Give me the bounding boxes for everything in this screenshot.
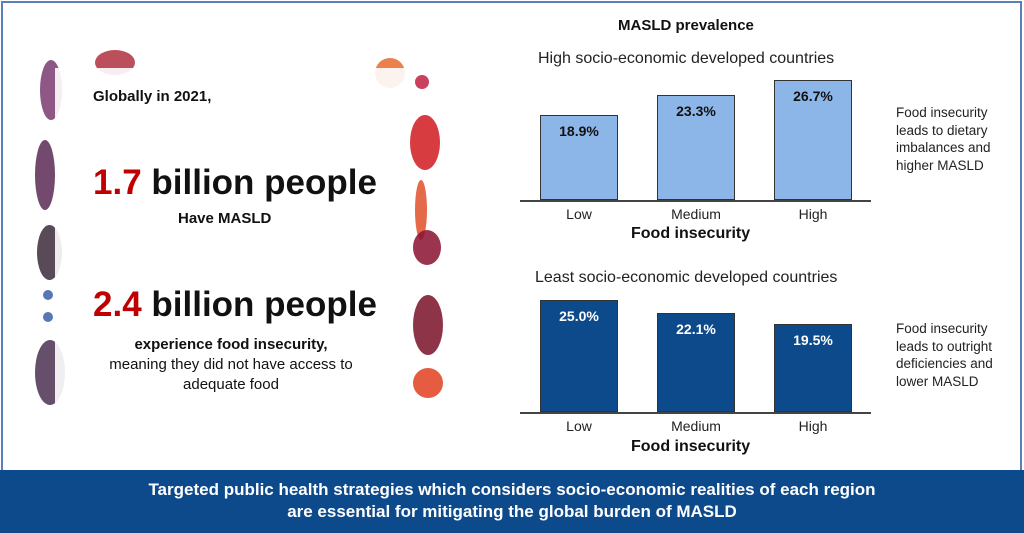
data-label: 18.9% (559, 122, 599, 139)
stat-masld: 1.7 billion people (93, 163, 377, 203)
data-label: 19.5% (793, 332, 833, 349)
stat-food-sub-line3: adequate food (183, 376, 279, 393)
conclusion-banner: Targeted public health strategies which … (0, 470, 1024, 533)
tick-label: Low (566, 418, 592, 434)
bar-medium (657, 95, 735, 200)
stat-masld-unit: billion people (151, 163, 377, 202)
x-axis-label: Food insecurity (631, 438, 751, 455)
note-least: Food insecurity leads to outright defici… (896, 320, 993, 390)
note-line: imbalances and (896, 140, 991, 155)
banner-line-2: are essential for mitigating the global … (287, 502, 737, 521)
outer-frame (1, 1, 1022, 471)
bar-low (540, 114, 618, 200)
stat-food-number: 2.4 (93, 285, 142, 324)
x-axis (520, 412, 871, 414)
x-axis (520, 200, 871, 202)
note-line: higher MASLD (896, 157, 984, 173)
banner-line-1: Targeted public health strategies which … (148, 480, 876, 499)
chart-title: Least socio-economic developed countries (535, 269, 838, 286)
note-line: Food insecurity (896, 105, 988, 120)
bar-high (774, 79, 852, 200)
stat-food-sub-bold: experience food insecurity, (134, 336, 328, 353)
x-axis-label: Food insecurity (631, 225, 751, 242)
note-line: deficiencies and (896, 356, 993, 371)
note-line: leads to dietary (896, 122, 988, 138)
data-label: 23.3% (676, 103, 716, 120)
bar-medium (657, 312, 735, 412)
note-line: lower MASLD (896, 373, 979, 389)
tick-label: High (798, 418, 828, 434)
stat-food-sub: experience food insecurity, meaning they… (93, 335, 369, 395)
note-line: leads to outright (896, 338, 993, 354)
stats-card (55, 68, 407, 412)
tick-label: High (798, 206, 828, 222)
data-label: 25.0% (559, 307, 599, 324)
tick-label: Low (566, 206, 592, 222)
intro-text: Globally in 2021, (93, 88, 212, 105)
figure-title: MASLD prevalence (618, 17, 754, 34)
tick-label: Medium (671, 206, 721, 222)
data-label: 22.1% (676, 320, 716, 337)
stat-masld-number: 1.7 (93, 163, 142, 202)
bar-high (774, 324, 852, 412)
tick-label: Medium (671, 418, 721, 434)
stat-food-unit: billion people (151, 285, 377, 324)
stat-food-sub-line2: meaning they did not have access to (109, 356, 353, 373)
data-label: 26.7% (793, 87, 833, 104)
stat-food: 2.4 billion people (93, 285, 377, 325)
note-line: Food insecurity (896, 321, 988, 336)
stat-masld-sub: Have MASLD (178, 210, 272, 227)
chart-title: High socio-economic developed countries (538, 50, 835, 67)
note-high: Food insecurity leads to dietary imbalan… (896, 104, 991, 174)
bar-low (540, 299, 618, 412)
